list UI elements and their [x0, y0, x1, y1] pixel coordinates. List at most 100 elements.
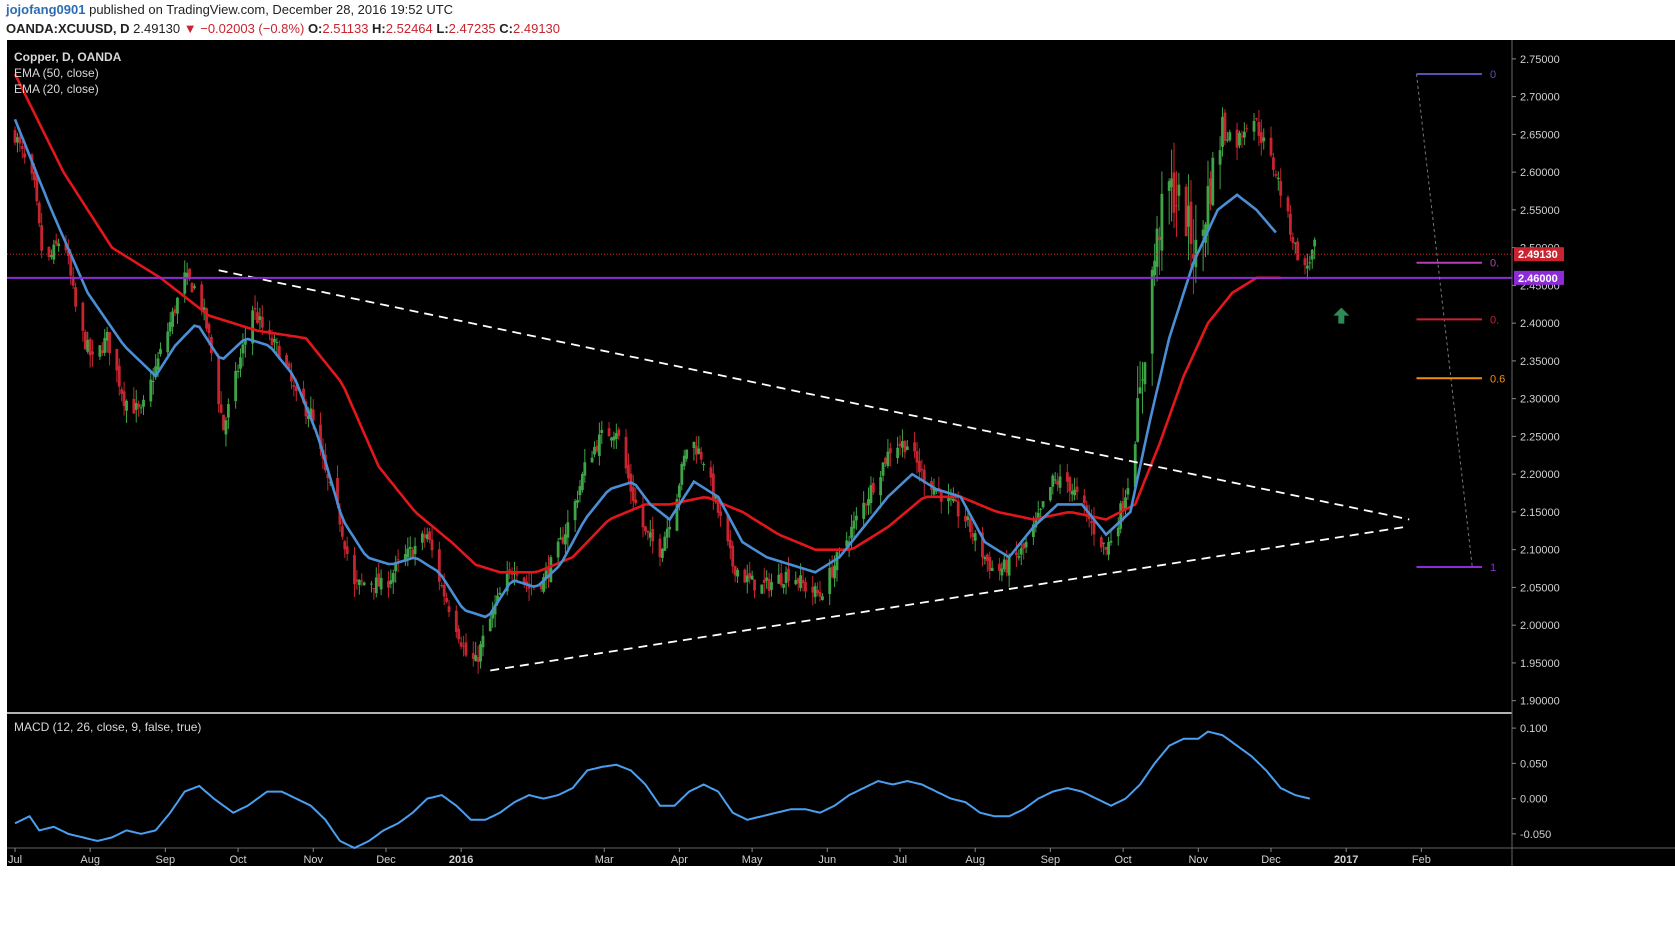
candle [1068, 475, 1072, 503]
candle [510, 567, 514, 581]
candle-body [573, 501, 577, 521]
candle-body [108, 332, 111, 354]
candle-body [1206, 186, 1210, 230]
candle-body [496, 595, 499, 603]
candle [425, 527, 429, 543]
candle-body [370, 583, 373, 585]
y-tick-label: 2.40000 [1520, 318, 1560, 330]
candle-body [115, 349, 119, 371]
candle-body [767, 578, 771, 591]
candle [559, 527, 562, 540]
candle-body [411, 549, 415, 558]
candle [256, 301, 259, 325]
candle-body [1070, 491, 1074, 495]
candle-body [833, 565, 836, 579]
candle [1303, 255, 1307, 275]
candle-body [86, 340, 90, 352]
candle-body [1218, 150, 1222, 165]
candle-body [98, 345, 102, 357]
candle [190, 281, 194, 293]
x-tick-label: 2017 [1334, 854, 1358, 866]
candle-body [804, 582, 807, 592]
macd-pane [7, 714, 1512, 848]
candle [462, 635, 465, 657]
candle-body [49, 255, 53, 257]
candle-body [1124, 497, 1127, 510]
author-name[interactable]: jojofang0901 [6, 2, 86, 17]
x-tick-label: Feb [1412, 854, 1431, 866]
candle [488, 614, 492, 632]
candle-body [1289, 213, 1292, 235]
candle-body [697, 448, 701, 454]
candle-body [973, 533, 977, 541]
candle [1155, 216, 1159, 282]
candle-body [665, 528, 669, 538]
candle [830, 555, 834, 579]
candle-body [343, 541, 347, 550]
candle [922, 464, 926, 496]
candle-body [420, 533, 424, 543]
candle [699, 446, 703, 464]
candle [360, 573, 364, 587]
candle [716, 496, 720, 519]
candle-body [69, 255, 73, 276]
candle-body [91, 351, 94, 355]
candle-body [794, 579, 798, 585]
candle-body [956, 501, 960, 517]
candle-body [677, 485, 681, 498]
candle-body [340, 526, 344, 537]
candle-body [71, 276, 75, 286]
candle [719, 502, 722, 527]
candle-body [835, 552, 839, 571]
ema50-line [13, 73, 1281, 574]
candle-body [760, 584, 764, 594]
candle [37, 200, 41, 228]
candle [576, 490, 579, 509]
y-tick-label: 1.95000 [1520, 658, 1560, 670]
fib-level-label: 0. [1490, 314, 1499, 326]
candle [1058, 464, 1062, 494]
candle-body [1238, 132, 1241, 146]
candle-body [869, 485, 873, 503]
candle-body [765, 577, 769, 581]
candle-body [702, 464, 706, 466]
candle-body [202, 307, 206, 310]
candle [665, 518, 669, 549]
candle-body [1153, 260, 1157, 276]
candle [646, 530, 650, 541]
candle-body [226, 404, 230, 418]
candle [782, 583, 786, 594]
candle [1170, 149, 1174, 222]
candle [964, 505, 967, 529]
ohlc-bar: OANDA:XCUUSD, D 2.49130 ▼ −0.02003 (−0.8… [6, 21, 560, 36]
candle-body [918, 460, 921, 473]
candle-body [566, 522, 570, 538]
candle [661, 547, 664, 562]
candle-body [985, 554, 989, 562]
candle [675, 493, 679, 532]
candle-body [372, 588, 376, 590]
fib-level-label: 0 [1490, 69, 1496, 81]
candle [711, 464, 715, 511]
candle-body [799, 575, 803, 589]
candle-body [219, 404, 223, 413]
legend-title: Copper, D, OANDA [14, 50, 122, 64]
candle-body [142, 399, 145, 407]
candle-body [1090, 521, 1093, 523]
candle [357, 579, 361, 595]
candle-body [510, 573, 514, 575]
candle [236, 364, 240, 379]
candle [947, 483, 950, 515]
candle [1225, 131, 1229, 143]
candle [108, 331, 111, 366]
x-tick-label: Aug [965, 854, 985, 866]
candle-body [1305, 265, 1309, 269]
candle [16, 132, 19, 153]
candle [464, 633, 468, 658]
candle [1172, 142, 1176, 229]
candle-body [445, 597, 449, 602]
candle [86, 331, 90, 354]
candle [20, 140, 24, 159]
candle-body [413, 545, 417, 555]
